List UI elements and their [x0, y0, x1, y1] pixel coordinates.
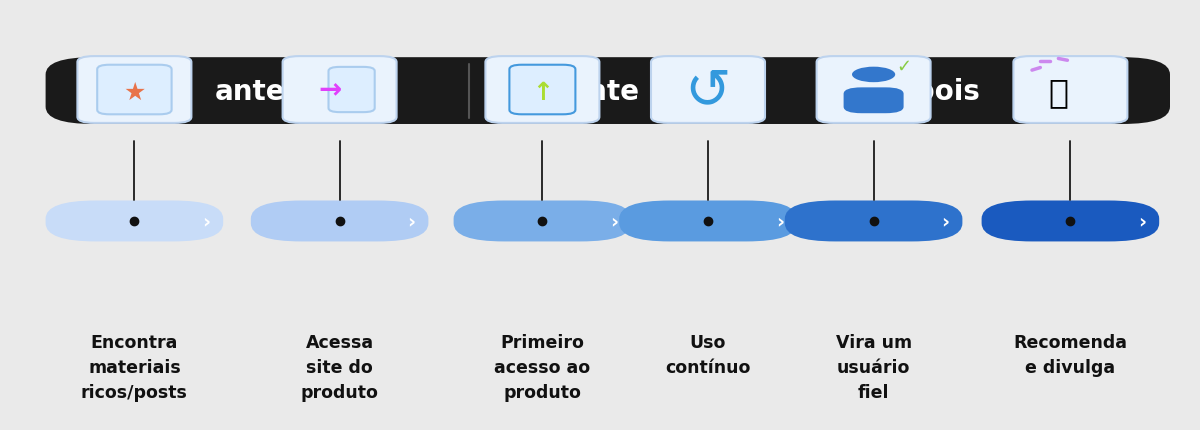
- Text: antes: antes: [215, 77, 301, 105]
- FancyBboxPatch shape: [78, 57, 192, 124]
- FancyBboxPatch shape: [329, 68, 374, 113]
- Text: Vira um
usuário
fiel: Vira um usuário fiel: [835, 333, 912, 401]
- Text: Primeiro
acesso ao
produto: Primeiro acesso ao produto: [494, 333, 590, 401]
- FancyBboxPatch shape: [46, 201, 223, 242]
- Text: Encontra
materiais
ricos/posts: Encontra materiais ricos/posts: [80, 333, 188, 401]
- Text: Uso
contínuo: Uso contínuo: [665, 333, 751, 376]
- FancyBboxPatch shape: [46, 58, 1170, 125]
- FancyBboxPatch shape: [982, 201, 1159, 242]
- Text: 📣: 📣: [1049, 76, 1068, 109]
- FancyBboxPatch shape: [817, 57, 931, 124]
- FancyBboxPatch shape: [619, 201, 797, 242]
- FancyBboxPatch shape: [844, 88, 904, 114]
- Text: Recomenda
e divulga: Recomenda e divulga: [1014, 333, 1128, 376]
- Text: ★: ★: [124, 80, 145, 104]
- Text: ›: ›: [203, 212, 210, 231]
- Text: ›: ›: [1139, 212, 1146, 231]
- Circle shape: [852, 68, 895, 83]
- FancyBboxPatch shape: [454, 201, 631, 242]
- FancyBboxPatch shape: [486, 57, 600, 124]
- FancyBboxPatch shape: [1014, 57, 1128, 124]
- Text: ›: ›: [408, 212, 415, 231]
- Text: ↑: ↑: [532, 80, 553, 104]
- Text: ›: ›: [776, 212, 784, 231]
- FancyBboxPatch shape: [97, 65, 172, 115]
- FancyBboxPatch shape: [251, 201, 428, 242]
- FancyBboxPatch shape: [283, 57, 396, 124]
- Text: ›: ›: [942, 212, 949, 231]
- FancyBboxPatch shape: [509, 65, 576, 115]
- Text: ›: ›: [611, 212, 618, 231]
- Text: Acessa
site do
produto: Acessa site do produto: [301, 333, 378, 401]
- Text: ↺: ↺: [685, 65, 731, 120]
- Text: durante: durante: [516, 77, 640, 105]
- FancyBboxPatch shape: [785, 201, 962, 242]
- Text: depois: depois: [876, 77, 980, 105]
- Text: →: →: [318, 77, 342, 104]
- FancyBboxPatch shape: [650, 57, 766, 124]
- Text: ✓: ✓: [896, 58, 911, 76]
